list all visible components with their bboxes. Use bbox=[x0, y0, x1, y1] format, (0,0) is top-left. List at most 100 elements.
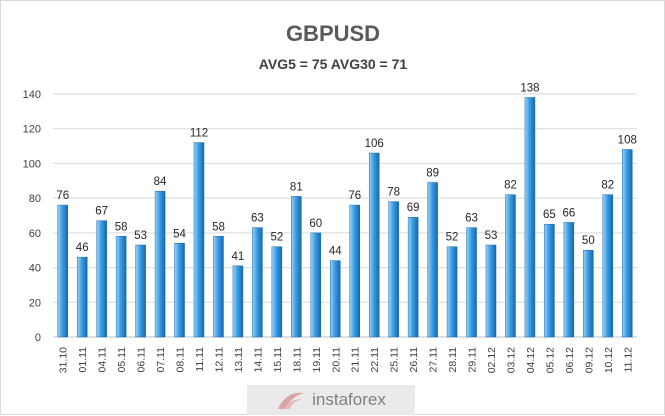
data-label: 63 bbox=[465, 213, 478, 225]
x-tick-label: 08.11 bbox=[175, 347, 187, 373]
x-tick-label: 09.12 bbox=[583, 347, 595, 373]
x-tick-label: 11.12 bbox=[622, 347, 634, 373]
x-tick-label: 15.11 bbox=[272, 347, 284, 373]
x-tick-label: 05.12 bbox=[544, 347, 556, 373]
bar bbox=[76, 256, 88, 338]
bar bbox=[213, 236, 224, 338]
x-tick-label: 04.12 bbox=[525, 347, 537, 373]
data-label: 82 bbox=[601, 180, 614, 192]
data-label: 53 bbox=[134, 230, 147, 242]
bar bbox=[232, 265, 244, 338]
bar bbox=[96, 220, 107, 338]
x-tick-label: 25.11 bbox=[389, 347, 401, 373]
bar bbox=[174, 243, 185, 338]
x-tick-label: 12.11 bbox=[213, 347, 225, 373]
x-tick-label: 06.12 bbox=[564, 347, 576, 373]
bar bbox=[505, 194, 516, 338]
bar bbox=[524, 97, 536, 338]
bar bbox=[583, 249, 594, 338]
x-axis-ticks: 31.10 01.11 04.11 05.11 06.11 07.11 08.11 11.11… bbox=[58, 347, 635, 373]
grid-lines bbox=[53, 93, 637, 338]
bar bbox=[115, 236, 127, 338]
bar bbox=[602, 194, 614, 338]
x-tick-label: 05.11 bbox=[116, 347, 128, 373]
x-tick-label: 11.11 bbox=[194, 347, 206, 372]
bar bbox=[291, 196, 302, 338]
data-label: 52 bbox=[446, 232, 459, 244]
data-label: 52 bbox=[270, 232, 283, 244]
bar bbox=[135, 244, 146, 338]
x-tick-label: 06.11 bbox=[136, 347, 148, 373]
bar bbox=[407, 216, 419, 338]
x-tick-label: 26.11 bbox=[408, 347, 420, 373]
data-label: 50 bbox=[582, 235, 595, 247]
data-label: 89 bbox=[426, 168, 439, 180]
bar bbox=[154, 190, 166, 338]
bar bbox=[271, 246, 283, 338]
x-tick-label: 01.11 bbox=[77, 347, 89, 373]
x-tick-label: 22.11 bbox=[369, 347, 381, 373]
data-label: 58 bbox=[115, 221, 128, 233]
x-tick-label: 20.11 bbox=[330, 347, 342, 373]
bar bbox=[446, 246, 458, 338]
data-label: 65 bbox=[543, 209, 556, 221]
y-tick-label: 100 bbox=[23, 158, 41, 170]
chart-subtitle: AVG5 = 75 AVG30 = 71 bbox=[259, 56, 408, 72]
data-label: 63 bbox=[251, 213, 264, 225]
data-label: 44 bbox=[329, 246, 342, 258]
bar bbox=[349, 204, 360, 338]
data-label: 84 bbox=[154, 176, 167, 188]
data-label: 76 bbox=[56, 190, 69, 202]
data-label: 78 bbox=[387, 187, 400, 199]
data-label: 69 bbox=[407, 202, 420, 214]
bars bbox=[57, 97, 633, 338]
data-label: 60 bbox=[309, 218, 322, 230]
bar bbox=[193, 142, 205, 338]
data-label: 41 bbox=[232, 251, 245, 263]
instaforex-logo-icon bbox=[276, 389, 306, 411]
x-tick-label: 29.11 bbox=[467, 347, 479, 373]
x-tick-label: 14.11 bbox=[252, 347, 264, 373]
chart-title: GBPUSD bbox=[286, 21, 380, 46]
y-tick-label: 60 bbox=[29, 228, 41, 240]
bar bbox=[485, 244, 497, 338]
bar bbox=[563, 222, 575, 338]
bar bbox=[57, 204, 68, 338]
bar bbox=[622, 149, 633, 338]
bar bbox=[544, 223, 555, 338]
bar bbox=[388, 201, 399, 338]
x-tick-label: 02.12 bbox=[486, 347, 498, 373]
y-axis-ticks: 0 20 40 60 80 100 120 140 bbox=[23, 89, 41, 344]
x-tick-label: 03.12 bbox=[505, 347, 517, 373]
y-tick-label: 140 bbox=[23, 89, 41, 101]
data-label: 58 bbox=[212, 221, 225, 233]
data-label: 53 bbox=[485, 230, 498, 242]
bar bbox=[310, 232, 322, 338]
x-tick-label: 31.10 bbox=[58, 347, 70, 373]
data-label: 108 bbox=[618, 135, 637, 147]
x-tick-label: 19.11 bbox=[311, 347, 323, 373]
x-tick-label: 21.11 bbox=[350, 347, 362, 373]
y-tick-label: 120 bbox=[23, 124, 41, 136]
data-label: 76 bbox=[348, 190, 361, 202]
data-label: 66 bbox=[562, 207, 575, 219]
bar bbox=[427, 182, 438, 338]
x-tick-label: 07.11 bbox=[155, 347, 167, 373]
data-label: 46 bbox=[76, 242, 89, 254]
data-label: 81 bbox=[290, 181, 303, 193]
bar bbox=[368, 152, 380, 338]
watermark-text: instaforex bbox=[312, 390, 386, 409]
x-tick-label: 27.11 bbox=[428, 347, 440, 373]
data-label: 54 bbox=[173, 228, 186, 240]
x-tick-label: 10.12 bbox=[603, 347, 615, 373]
y-tick-label: 40 bbox=[29, 263, 41, 275]
watermark: instaforex bbox=[247, 385, 415, 415]
data-label: 82 bbox=[504, 180, 517, 192]
x-tick-label: 28.11 bbox=[447, 347, 459, 373]
data-label: 138 bbox=[520, 82, 539, 94]
x-tick-label: 13.11 bbox=[233, 347, 245, 373]
y-tick-label: 80 bbox=[29, 193, 41, 205]
data-label: 67 bbox=[95, 206, 108, 218]
data-labels: 76 46 67 58 53 84 54 112 58 41 63 52 81 60 44 76 106 78 69… bbox=[56, 82, 637, 262]
